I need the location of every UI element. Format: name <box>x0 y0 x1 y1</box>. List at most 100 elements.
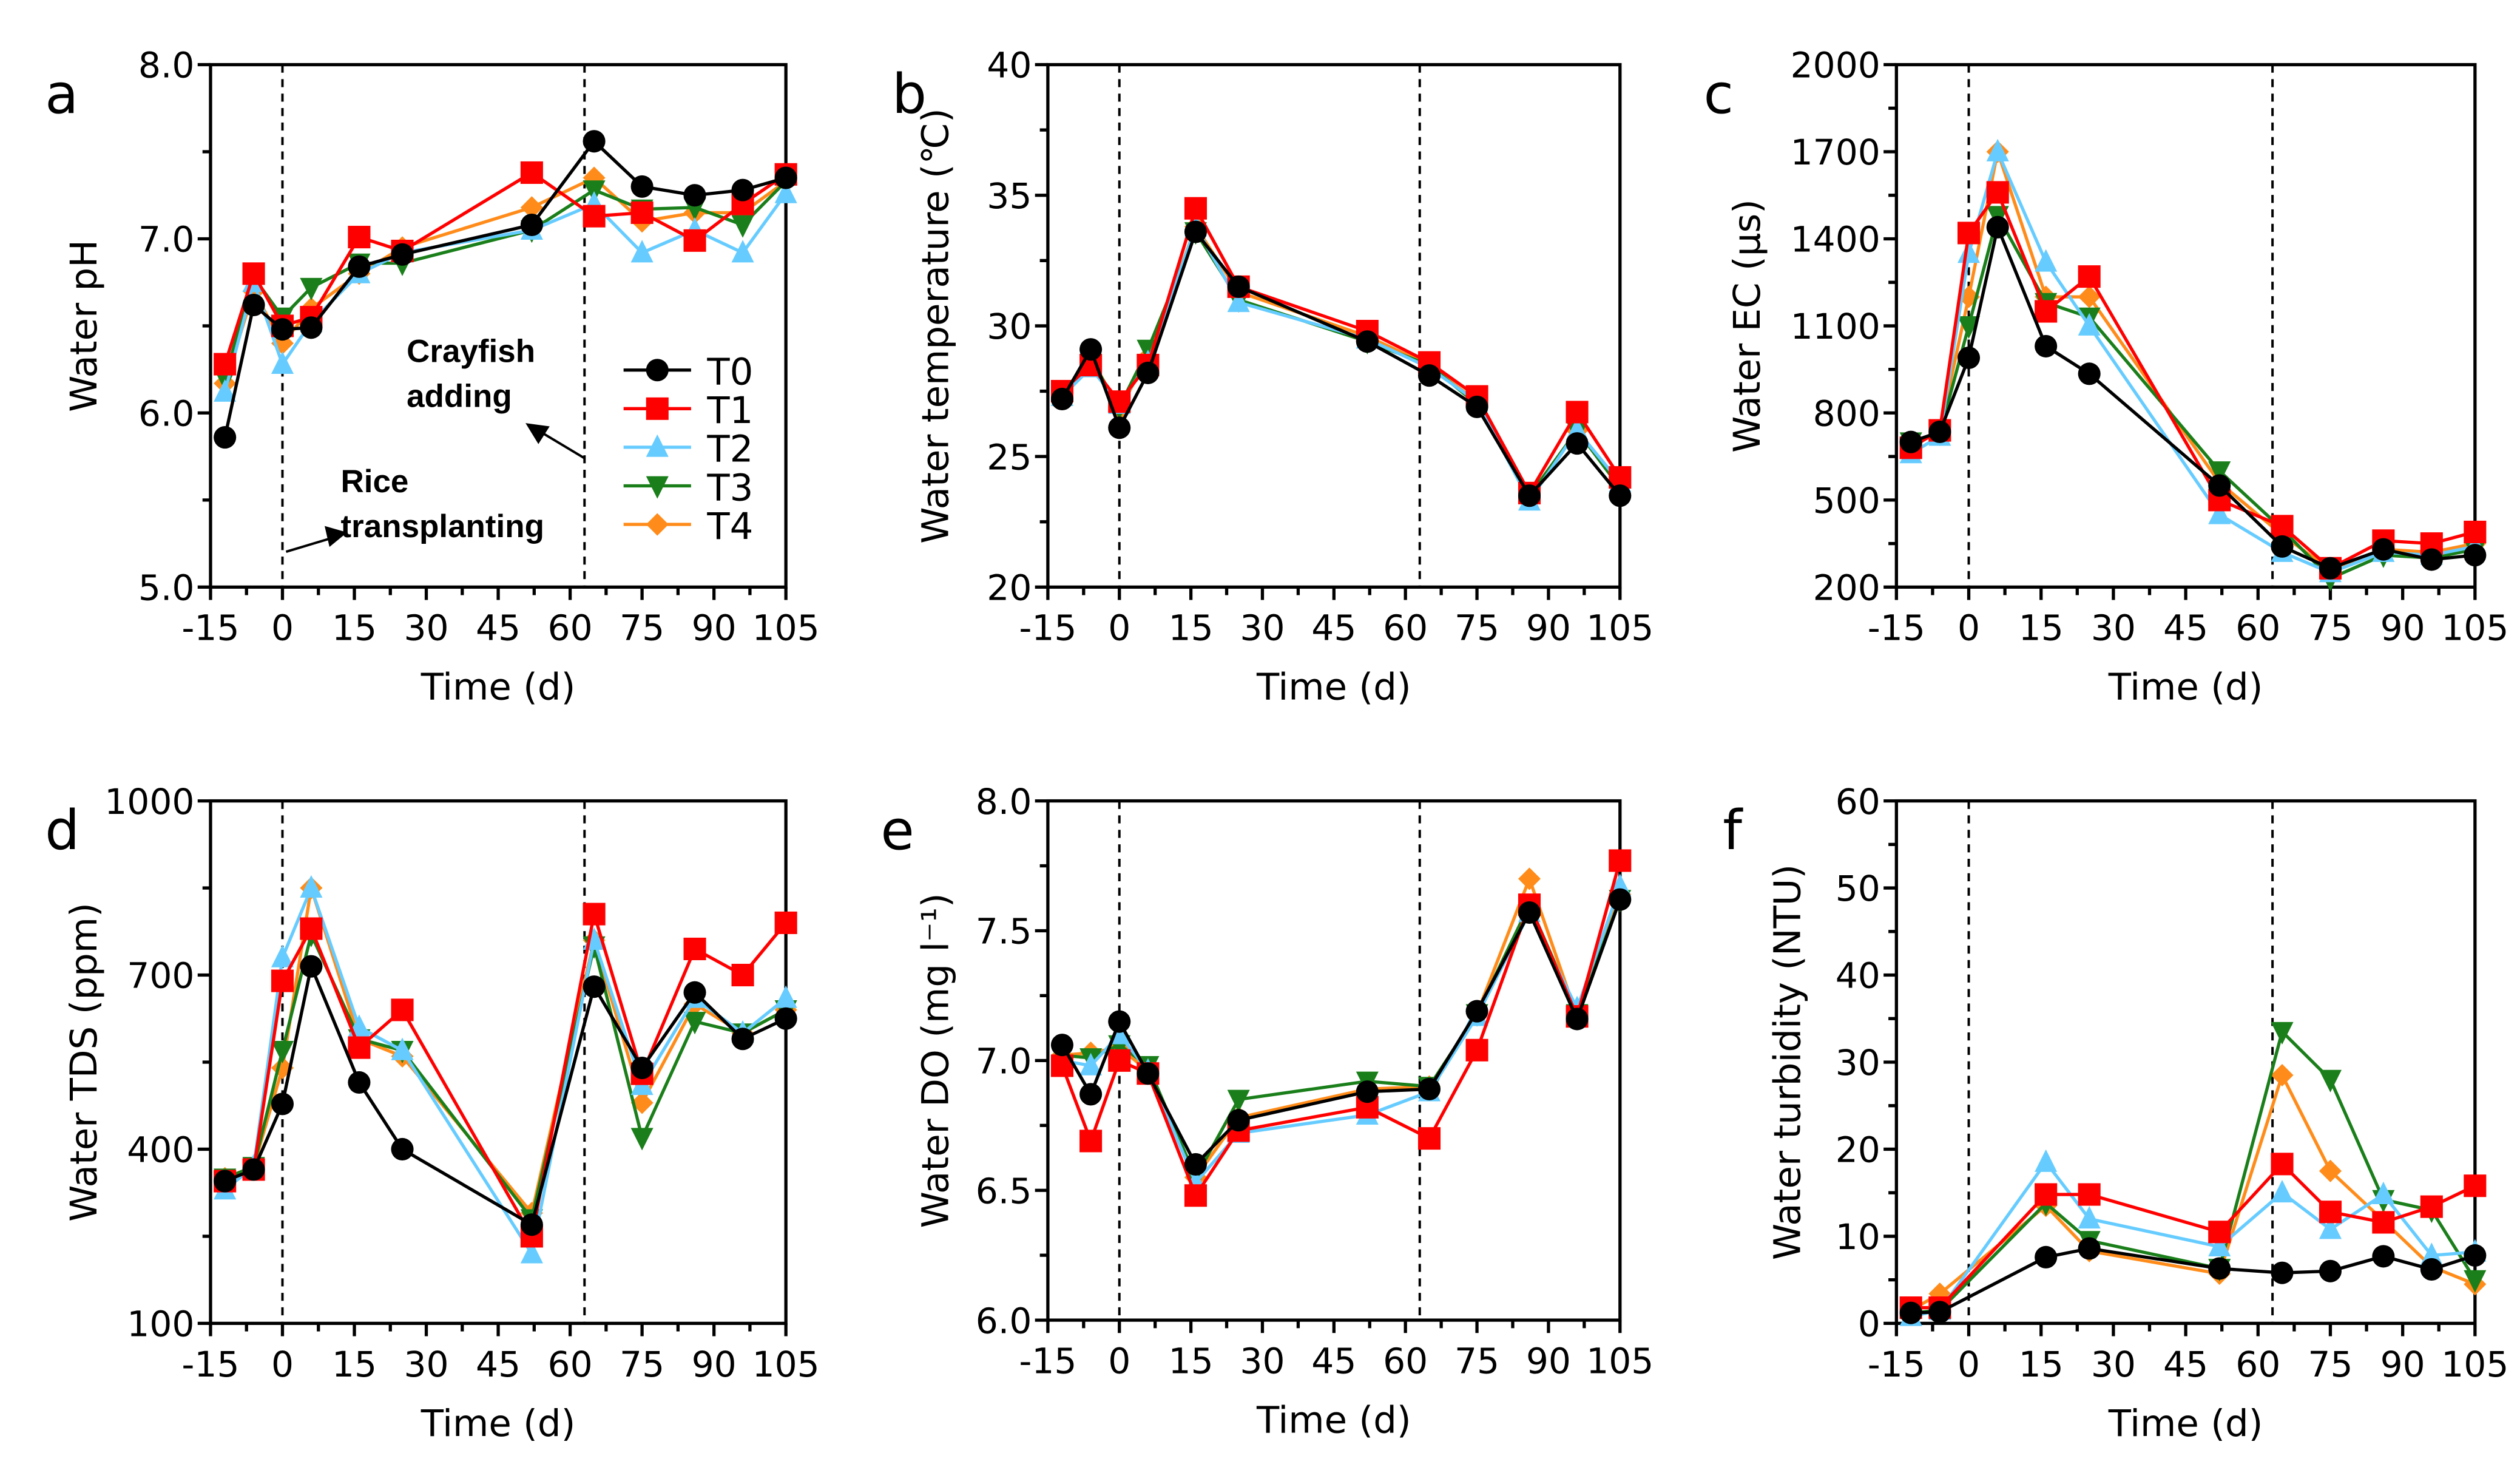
data-point-T0 <box>1518 484 1541 507</box>
y-tick-label: 30 <box>987 306 1032 347</box>
data-point-T0 <box>2372 538 2395 561</box>
data-point-T0 <box>683 184 706 207</box>
legend-marker <box>646 513 669 536</box>
x-tick-label: 90 <box>2380 608 2425 649</box>
data-point-T2 <box>2208 501 2231 524</box>
x-tick-label: 45 <box>476 1344 521 1385</box>
series-T0 <box>214 955 797 1236</box>
data-point-T0 <box>2420 1258 2443 1281</box>
x-tick-label: 15 <box>332 1344 377 1385</box>
legend-marker <box>646 359 669 382</box>
data-point-T0 <box>242 293 265 317</box>
data-point-T2 <box>1986 138 2009 161</box>
x-tick-label: 105 <box>1586 1340 1654 1381</box>
x-axis-label: Time (d) <box>1256 666 1411 709</box>
data-point-T1 <box>2078 1183 2101 1206</box>
data-point-T2 <box>2271 1179 2294 1203</box>
annotation-rice-line1: Rice <box>341 464 409 500</box>
data-point-T1 <box>348 226 371 249</box>
x-tick-label: 30 <box>1240 1340 1285 1381</box>
annotation-crayfish-line2: adding <box>407 379 512 415</box>
y-tick-label: 8.0 <box>138 45 195 86</box>
x-axis-label: Time (d) <box>2108 666 2263 709</box>
data-point-T0 <box>1465 395 1488 418</box>
x-tick-label: 90 <box>2380 1344 2425 1385</box>
legend-marker <box>646 397 669 420</box>
data-point-T0 <box>300 316 323 339</box>
data-point-T2 <box>774 985 797 1008</box>
plot-frame <box>209 799 788 1326</box>
data-point-T2 <box>520 1241 543 1264</box>
annotation-rice-line2: transplanting <box>341 509 544 544</box>
panel-e: e -15 0 15 30 45 60 75 90 105 6.0 6.5 7.0 7.5 8.0 Time … <box>880 781 1654 1442</box>
series-T0 <box>1899 215 2487 580</box>
x-tick-label: 90 <box>692 1344 737 1385</box>
x-tick-label: 0 <box>1108 1340 1130 1381</box>
y-tick-label: 5.0 <box>138 567 195 609</box>
series-line-T0 <box>1061 899 1622 1167</box>
legend-label: T3 <box>706 466 753 509</box>
data-point-T0 <box>2035 1245 2058 1268</box>
series-T4 <box>1899 1063 2487 1322</box>
x-tick-label: 60 <box>548 1344 593 1385</box>
x-tick-label: -15 <box>1868 608 1925 649</box>
data-point-T0 <box>271 318 294 341</box>
data-point-T0 <box>774 166 797 189</box>
x-tick-label: 45 <box>476 608 521 649</box>
data-point-T0 <box>683 981 706 1004</box>
y-tick-label: 6.5 <box>976 1170 1032 1211</box>
x-tick-label: -15 <box>1019 1340 1076 1381</box>
data-point-T0 <box>630 175 654 198</box>
x-tick-label: 15 <box>1169 1340 1214 1381</box>
x-tick-label: 105 <box>752 608 820 649</box>
data-point-T1 <box>2420 1195 2443 1218</box>
data-point-T1 <box>1986 181 2009 204</box>
x-tick-label: -15 <box>1019 608 1076 649</box>
x-tick-label: 60 <box>548 608 593 649</box>
data-point-T0 <box>1928 420 1951 444</box>
panel-letter: b <box>892 63 927 126</box>
data-point-T1 <box>683 937 706 961</box>
data-point-T2 <box>2420 1242 2443 1265</box>
data-point-T2 <box>1079 1052 1103 1075</box>
y-tick-label: 6.0 <box>976 1300 1032 1341</box>
x-axis-label: Time (d) <box>2108 1402 2263 1445</box>
series-line-T1 <box>1911 1162 2476 1310</box>
data-point-T0 <box>1356 330 1379 353</box>
x-tick-label: 0 <box>1958 608 1980 649</box>
legend-marker <box>646 434 669 457</box>
series-T3 <box>1899 1021 2487 1326</box>
data-point-T0 <box>1050 387 1073 410</box>
data-point-T2 <box>1957 240 1981 263</box>
data-point-T2 <box>2372 1181 2395 1204</box>
y-tick-label: 25 <box>987 436 1032 478</box>
y-axis-label: Water pH <box>62 240 106 412</box>
data-point-T0 <box>1137 361 1160 384</box>
data-point-T1 <box>520 161 543 184</box>
y-tick-label: 800 <box>1813 393 1880 435</box>
data-point-T1 <box>683 229 706 252</box>
y-tick-label: 50 <box>1836 868 1880 909</box>
data-point-T0 <box>1899 1301 1922 1324</box>
data-point-T0 <box>1986 215 2009 239</box>
series-T2 <box>1899 1149 2487 1326</box>
data-point-T0 <box>1518 901 1541 924</box>
data-point-T0 <box>1079 338 1103 361</box>
y-axis-label: Water temperature (℃) <box>914 108 958 544</box>
y-tick-label: 2000 <box>1791 45 1880 86</box>
data-point-T0 <box>1108 1010 1131 1033</box>
data-point-T4 <box>2271 1063 2294 1087</box>
data-point-T1 <box>2035 300 2058 323</box>
data-point-T2 <box>2319 1216 2342 1239</box>
x-tick-label: 90 <box>1526 1340 1571 1381</box>
x-tick-label: 15 <box>2019 608 2064 649</box>
y-axis-label: Water EC (μs) <box>1726 199 1769 453</box>
y-axis-label: Water turbidity (NTU) <box>1766 864 1809 1260</box>
x-tick-label: 75 <box>2308 608 2353 649</box>
data-point-T1 <box>2078 265 2101 288</box>
x-tick-label: 30 <box>404 608 448 649</box>
data-point-T0 <box>348 255 371 278</box>
data-point-T0 <box>2319 557 2342 580</box>
